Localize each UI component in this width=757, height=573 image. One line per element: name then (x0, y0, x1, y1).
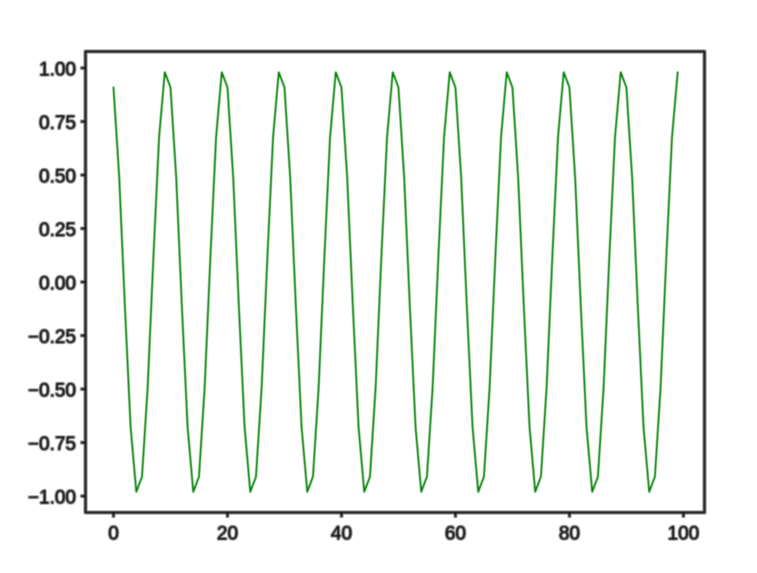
svg-text:0: 0 (108, 524, 119, 545)
svg-text:0.25: 0.25 (39, 220, 76, 241)
svg-text:20: 20 (217, 524, 238, 545)
svg-text:0.00: 0.00 (39, 274, 76, 295)
svg-text:100: 100 (668, 524, 700, 545)
svg-text:0.50: 0.50 (39, 167, 76, 188)
svg-text:80: 80 (559, 524, 580, 545)
svg-text:−0.25: −0.25 (28, 327, 76, 348)
svg-text:−0.50: −0.50 (28, 381, 76, 402)
svg-text:1.00: 1.00 (39, 60, 76, 81)
svg-text:40: 40 (331, 524, 352, 545)
svg-text:60: 60 (445, 524, 466, 545)
svg-text:−1.00: −1.00 (28, 488, 76, 509)
svg-text:0.75: 0.75 (39, 113, 76, 134)
svg-text:−0.75: −0.75 (28, 434, 76, 455)
